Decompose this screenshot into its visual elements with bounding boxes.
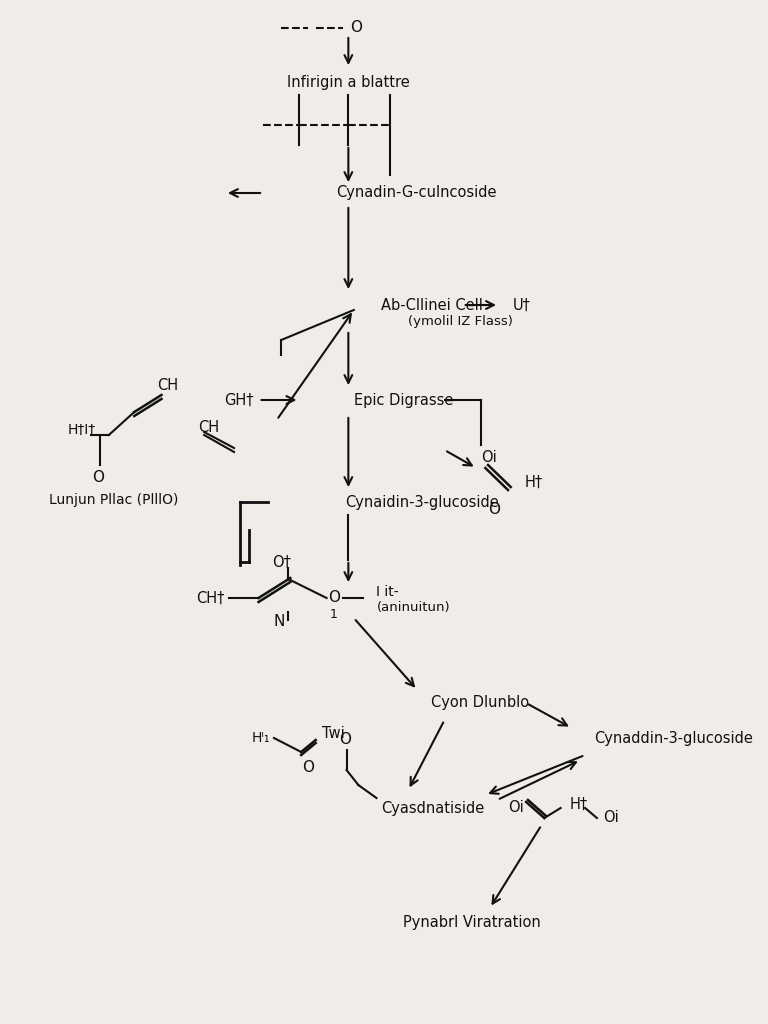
Text: CH: CH bbox=[157, 378, 178, 392]
Text: 1: 1 bbox=[330, 607, 338, 621]
Text: Cynaddin-3-glucoside: Cynaddin-3-glucoside bbox=[594, 730, 753, 745]
Text: CH†: CH† bbox=[197, 591, 225, 605]
Text: Twi: Twi bbox=[322, 725, 345, 740]
Text: U†: U† bbox=[512, 298, 531, 312]
Text: O: O bbox=[488, 503, 501, 517]
Text: O: O bbox=[350, 20, 362, 36]
Text: GH†: GH† bbox=[224, 392, 254, 408]
Text: I it-: I it- bbox=[376, 585, 399, 599]
Text: Oi: Oi bbox=[603, 811, 619, 825]
Text: CH: CH bbox=[198, 421, 219, 435]
Text: O: O bbox=[339, 732, 351, 748]
Text: Infirigin a blattre: Infirigin a blattre bbox=[287, 75, 409, 89]
Text: (ymolil IZ Flass): (ymolil IZ Flass) bbox=[409, 315, 513, 329]
Text: (aninuitun): (aninuitun) bbox=[376, 601, 450, 614]
Text: Ab-Cllinei Cell: Ab-Cllinei Cell bbox=[381, 298, 483, 312]
Text: Cyasdnatiside: Cyasdnatiside bbox=[381, 801, 485, 815]
Text: Lunjun Pllac (PlllO): Lunjun Pllac (PlllO) bbox=[48, 493, 178, 507]
Text: Hᴵ₁: Hᴵ₁ bbox=[252, 731, 270, 745]
Text: O†: O† bbox=[272, 555, 290, 569]
Text: N: N bbox=[273, 614, 285, 630]
Text: O: O bbox=[303, 761, 314, 775]
Text: H†I†: H†I† bbox=[68, 423, 96, 437]
Text: Epic Digrasse: Epic Digrasse bbox=[354, 392, 453, 408]
Text: Cynadin-G-culncoside: Cynadin-G-culncoside bbox=[336, 185, 496, 201]
Text: O: O bbox=[328, 591, 339, 605]
Text: O: O bbox=[92, 470, 104, 485]
Text: Pynabrl Viratration: Pynabrl Viratration bbox=[403, 914, 541, 930]
Text: H†: H† bbox=[525, 474, 542, 489]
Text: Oi: Oi bbox=[481, 451, 497, 466]
Text: Cynaidin-3-glucoside: Cynaidin-3-glucoside bbox=[345, 495, 498, 510]
Text: Oi: Oi bbox=[508, 801, 524, 815]
Text: H†: H† bbox=[570, 797, 588, 811]
Text: Cyon Dlunblo: Cyon Dlunblo bbox=[431, 695, 529, 711]
